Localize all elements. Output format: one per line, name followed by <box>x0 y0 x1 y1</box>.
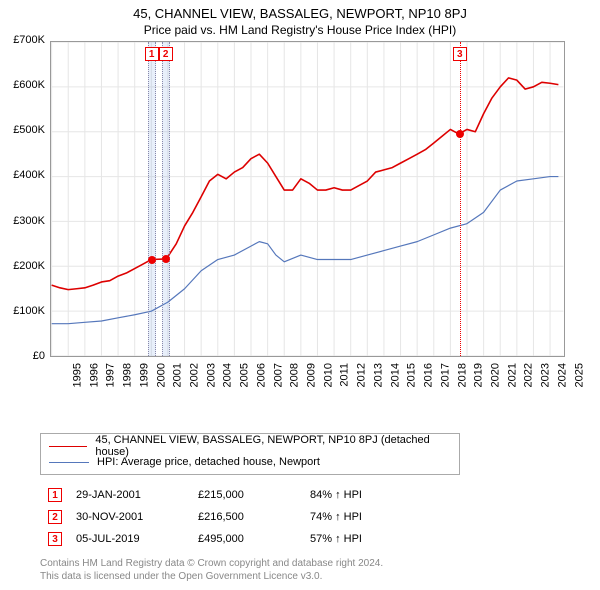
sales-table: 1 29-JAN-2001£215,00084% ↑ HPI 2 30-NOV-200… <box>40 483 370 551</box>
x-tick-label: 2024 <box>556 363 568 387</box>
x-tick-label: 1995 <box>71 363 83 387</box>
sale-date: 29-JAN-2001 <box>70 485 190 505</box>
x-tick-label: 2002 <box>189 363 201 387</box>
plot-svg <box>50 41 565 357</box>
callout-line <box>460 42 461 356</box>
y-tick-label: £300K <box>5 215 45 227</box>
x-tick-label: 2010 <box>322 363 334 387</box>
sale-delta: 84% ↑ HPI <box>304 485 368 505</box>
sale-row: 1 29-JAN-2001£215,00084% ↑ HPI <box>42 485 368 505</box>
x-tick-label: 1997 <box>105 363 117 387</box>
x-tick-label: 2015 <box>406 363 418 387</box>
legend: 45, CHANNEL VIEW, BASSALEG, NEWPORT, NP1… <box>40 433 460 475</box>
chart-title: 45, CHANNEL VIEW, BASSALEG, NEWPORT, NP1… <box>0 0 600 21</box>
x-tick-label: 2006 <box>255 363 267 387</box>
callout-label: 1 <box>145 47 159 61</box>
attribution-line1: Contains HM Land Registry data © Crown c… <box>40 557 600 570</box>
sale-marker <box>148 256 156 264</box>
x-tick-label: 2009 <box>306 363 318 387</box>
sale-row: 3 05-JUL-2019£495,00057% ↑ HPI <box>42 529 368 549</box>
x-tick-label: 2018 <box>456 363 468 387</box>
chart-area: £0£100K£200K£300K£400K£500K£600K£700K199… <box>5 41 565 391</box>
x-tick-label: 2004 <box>222 363 234 387</box>
x-tick-label: 2000 <box>155 363 167 387</box>
sale-delta: 74% ↑ HPI <box>304 507 368 527</box>
x-tick-label: 2007 <box>272 363 284 387</box>
x-tick-label: 2005 <box>239 363 251 387</box>
sale-key: 2 <box>48 510 62 524</box>
sale-key: 3 <box>48 532 62 546</box>
legend-swatch <box>49 462 89 463</box>
x-tick-label: 2022 <box>523 363 535 387</box>
y-tick-label: £600K <box>5 79 45 91</box>
attribution-line2: This data is licensed under the Open Gov… <box>40 570 600 583</box>
x-tick-label: 2023 <box>540 363 552 387</box>
legend-label: HPI: Average price, detached house, Newp… <box>97 456 320 468</box>
y-tick-label: £100K <box>5 305 45 317</box>
legend-label: 45, CHANNEL VIEW, BASSALEG, NEWPORT, NP1… <box>95 434 451 458</box>
x-tick-label: 2020 <box>490 363 502 387</box>
x-tick-label: 1999 <box>138 363 150 387</box>
x-tick-label: 2001 <box>172 363 184 387</box>
chart-subtitle: Price paid vs. HM Land Registry's House … <box>0 21 600 41</box>
legend-row: 45, CHANNEL VIEW, BASSALEG, NEWPORT, NP1… <box>49 438 451 454</box>
attribution: Contains HM Land Registry data © Crown c… <box>40 557 600 583</box>
sale-row: 2 30-NOV-2001£216,50074% ↑ HPI <box>42 507 368 527</box>
legend-swatch <box>49 446 87 447</box>
x-tick-label: 2012 <box>356 363 368 387</box>
x-tick-label: 2011 <box>338 363 350 387</box>
callout-label: 3 <box>453 47 467 61</box>
y-tick-label: £700K <box>5 34 45 46</box>
x-tick-label: 2021 <box>506 363 518 387</box>
x-tick-label: 2017 <box>439 363 451 387</box>
sale-marker <box>456 130 464 138</box>
y-tick-label: £500K <box>5 124 45 136</box>
x-tick-label: 2014 <box>389 363 401 387</box>
x-tick-label: 2025 <box>573 363 585 387</box>
sale-price: £215,000 <box>192 485 302 505</box>
x-tick-label: 2003 <box>205 363 217 387</box>
x-tick-label: 1996 <box>88 363 100 387</box>
callout-band <box>162 42 170 356</box>
y-tick-label: £200K <box>5 260 45 272</box>
sale-delta: 57% ↑ HPI <box>304 529 368 549</box>
y-tick-label: £400K <box>5 169 45 181</box>
x-tick-label: 2016 <box>423 363 435 387</box>
sale-date: 05-JUL-2019 <box>70 529 190 549</box>
sale-marker <box>162 255 170 263</box>
x-tick-label: 2019 <box>473 363 485 387</box>
sale-price: £216,500 <box>192 507 302 527</box>
x-tick-label: 2013 <box>372 363 384 387</box>
x-tick-label: 2008 <box>289 363 301 387</box>
callout-band <box>148 42 156 356</box>
x-tick-label: 1998 <box>122 363 134 387</box>
y-tick-label: £0 <box>5 350 45 362</box>
sale-price: £495,000 <box>192 529 302 549</box>
callout-label: 2 <box>159 47 173 61</box>
sale-date: 30-NOV-2001 <box>70 507 190 527</box>
sale-key: 1 <box>48 488 62 502</box>
chart-container: 45, CHANNEL VIEW, BASSALEG, NEWPORT, NP1… <box>0 0 600 590</box>
